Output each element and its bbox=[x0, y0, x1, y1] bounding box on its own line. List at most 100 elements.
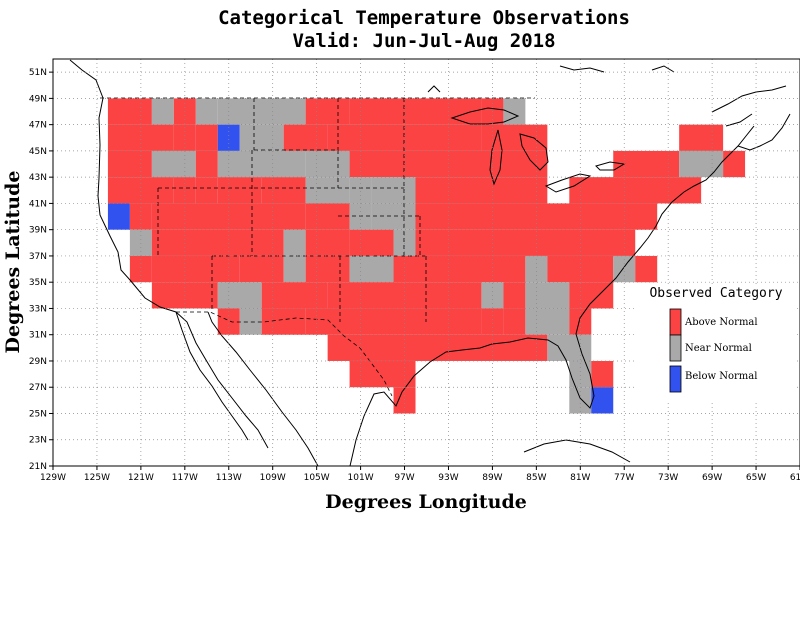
legend-swatch-above bbox=[669, 308, 682, 336]
x-axis-ticks: 129W 125W 121W 117W 113W 109W 105W 101W 97W 93W 89… bbox=[40, 466, 800, 483]
chart-subtitle: Valid: Jun-Jul-Aug 2018 bbox=[292, 30, 555, 52]
cell-above-normal bbox=[107, 150, 152, 178]
cell-near-normal bbox=[305, 150, 350, 178]
y-tick-label: 31N bbox=[29, 331, 47, 341]
y-tick-label: 37N bbox=[29, 252, 47, 262]
cell-above-normal bbox=[635, 255, 658, 283]
cell-above-normal bbox=[327, 334, 548, 361]
x-tick-label: 117W bbox=[172, 473, 198, 483]
x-tick-label: 105W bbox=[304, 473, 330, 483]
cell-above-normal bbox=[547, 255, 614, 283]
cell-near-normal bbox=[569, 360, 592, 388]
cell-above-normal bbox=[173, 124, 196, 151]
cell-above-normal bbox=[679, 124, 724, 151]
y-axis-title: Degrees Latitude bbox=[2, 171, 24, 354]
cell-near-normal bbox=[525, 308, 570, 335]
x-tick-label: 81W bbox=[570, 473, 590, 483]
gridlines-layer bbox=[53, 59, 800, 466]
plot-area bbox=[52, 58, 800, 467]
cell-above-normal bbox=[217, 308, 240, 335]
cell-above-normal bbox=[349, 360, 416, 388]
cell-above-normal bbox=[305, 308, 482, 335]
cell-near-normal bbox=[371, 203, 416, 230]
cell-near-normal bbox=[283, 255, 306, 283]
legend-title: Observed Category bbox=[649, 286, 782, 301]
cell-below-normal bbox=[591, 387, 614, 414]
cell-near-normal bbox=[349, 177, 372, 204]
y-tick-label: 27N bbox=[29, 383, 47, 393]
x-tick-label: 113W bbox=[216, 473, 242, 483]
cell-near-normal bbox=[613, 255, 636, 283]
cell-above-normal bbox=[349, 229, 394, 256]
lake-michigan bbox=[489, 129, 503, 186]
y-tick-label: 51N bbox=[29, 68, 47, 78]
cell-above-normal bbox=[503, 308, 526, 335]
x-tick-label: 73W bbox=[658, 473, 678, 483]
cell-above-normal bbox=[349, 150, 548, 178]
y-tick-label: 29N bbox=[29, 357, 47, 367]
cell-above-normal bbox=[723, 150, 746, 178]
cell-above-normal bbox=[195, 150, 218, 178]
temperature-cells bbox=[107, 98, 746, 414]
cell-above-normal bbox=[503, 282, 526, 309]
y-tick-label: 39N bbox=[29, 226, 47, 236]
legend-swatch-below bbox=[669, 365, 682, 393]
coastline-northeast bbox=[671, 125, 755, 203]
cell-near-normal bbox=[217, 150, 306, 178]
x-tick-label: 97W bbox=[394, 473, 414, 483]
cell-above-normal bbox=[305, 203, 350, 230]
cell-above-normal bbox=[393, 387, 416, 414]
cell-near-normal bbox=[239, 124, 284, 151]
cell-above-normal bbox=[569, 282, 614, 309]
cell-above-normal bbox=[481, 124, 548, 151]
coastline-hudson bbox=[427, 65, 675, 93]
legend: Observed Category Above Normal Near Norm… bbox=[636, 284, 796, 400]
cell-above-normal bbox=[481, 308, 504, 335]
cell-near-normal bbox=[525, 282, 570, 309]
cell-near-normal bbox=[679, 150, 724, 178]
cell-below-normal bbox=[107, 203, 130, 230]
cell-near-normal bbox=[217, 98, 306, 125]
cell-above-normal bbox=[305, 229, 350, 256]
y-axis-ticks: 21N 23N 25N 27N 29N 31N 33N 35N 37N 39N 41N 43N 45N 4… bbox=[29, 68, 53, 472]
y-tick-label: 45N bbox=[29, 147, 47, 157]
x-tick-label: 65W bbox=[746, 473, 766, 483]
cell-near-normal bbox=[525, 255, 548, 283]
coastline-west bbox=[69, 59, 269, 449]
coastline-gulf bbox=[349, 201, 673, 467]
cell-above-normal bbox=[415, 177, 548, 204]
cell-near-normal bbox=[393, 229, 416, 256]
legend-swatch-near bbox=[669, 334, 682, 362]
lake-erie bbox=[544, 173, 592, 193]
legend-label-above: Above Normal bbox=[684, 317, 758, 328]
plot-border bbox=[52, 58, 800, 467]
cell-above-normal bbox=[261, 282, 328, 309]
x-tick-label: 89W bbox=[482, 473, 502, 483]
cell-near-normal bbox=[547, 334, 592, 361]
legend-label-near: Near Normal bbox=[685, 343, 752, 354]
y-tick-label: 23N bbox=[29, 436, 47, 446]
cell-near-normal bbox=[151, 150, 196, 178]
cell-above-normal bbox=[305, 98, 350, 125]
y-tick-label: 35N bbox=[29, 278, 47, 288]
coastline-canada-east bbox=[711, 85, 791, 151]
cell-above-normal bbox=[217, 177, 262, 204]
cell-near-normal bbox=[349, 255, 394, 283]
chart-title: Categorical Temperature Observations bbox=[218, 7, 630, 29]
lake-huron bbox=[519, 133, 549, 171]
cell-near-normal bbox=[503, 98, 526, 125]
cell-above-normal bbox=[195, 124, 218, 151]
cell-above-normal bbox=[239, 255, 284, 283]
x-tick-label: 69W bbox=[702, 473, 722, 483]
cell-above-normal bbox=[261, 308, 306, 335]
cell-above-normal bbox=[151, 255, 240, 283]
x-tick-label: 129W bbox=[40, 473, 66, 483]
x-tick-label: 109W bbox=[260, 473, 286, 483]
lake-superior bbox=[450, 107, 520, 125]
cell-above-normal bbox=[195, 177, 218, 204]
cell-near-normal bbox=[569, 387, 592, 414]
x-tick-label: 121W bbox=[128, 473, 154, 483]
cell-near-normal bbox=[349, 203, 372, 230]
cell-above-normal bbox=[591, 360, 614, 388]
